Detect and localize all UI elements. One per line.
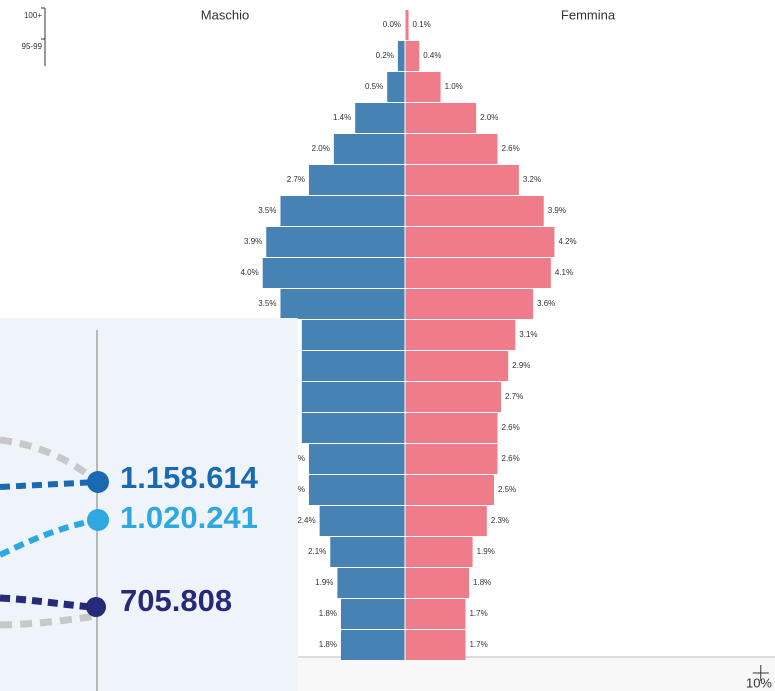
bar-label: 0.5% (365, 82, 383, 91)
bar (337, 568, 405, 598)
dot (87, 509, 109, 531)
bar (262, 258, 405, 288)
bar (387, 72, 405, 102)
bar (319, 506, 405, 536)
left-title: Maschio (201, 7, 249, 22)
bar-label: 2.7% (505, 392, 523, 401)
bar (405, 227, 555, 257)
dot (86, 597, 106, 617)
bar-label: 3.5% (258, 299, 276, 308)
bar (355, 103, 405, 133)
right-title: Femmina (561, 7, 616, 22)
bar (405, 41, 420, 71)
bar-label: 3.9% (548, 206, 566, 215)
overlay-bg (0, 318, 298, 691)
trend-line (0, 479, 99, 490)
bar (301, 320, 405, 350)
bar (405, 320, 516, 350)
bar-label: 2.4% (297, 516, 315, 525)
bar (405, 599, 466, 629)
bar-label: 4.0% (240, 268, 258, 277)
bar-label: 1.0% (445, 82, 463, 91)
bar (405, 630, 466, 660)
bar (405, 537, 473, 567)
bar (308, 475, 405, 505)
y-tick-label: 95-99 (22, 42, 43, 51)
bar (308, 165, 405, 195)
bar-label: 2.9% (512, 361, 530, 370)
bar (405, 351, 509, 381)
bar-label: 1.8% (319, 640, 337, 649)
footer-band (298, 658, 775, 691)
dot (87, 471, 109, 493)
bar-label: 0.4% (423, 51, 441, 60)
bar (340, 630, 405, 660)
bar (405, 382, 502, 412)
bar (330, 537, 405, 567)
bar (405, 475, 494, 505)
bar-label: 0.0% (383, 20, 401, 29)
bar (301, 413, 405, 443)
bar (308, 444, 405, 474)
bar-label: 1.7% (469, 609, 487, 618)
bar-label: 1.9% (315, 578, 333, 587)
bar (405, 568, 470, 598)
bar-label: 2.6% (502, 423, 520, 432)
bar-label: 4.1% (555, 268, 573, 277)
bar (405, 10, 409, 40)
bar-label: 3.9% (244, 237, 262, 246)
bar (405, 196, 544, 226)
bar (340, 599, 405, 629)
bar (397, 41, 405, 71)
bar (333, 134, 405, 164)
bar (405, 134, 498, 164)
bar (405, 444, 498, 474)
bar (405, 103, 477, 133)
value-label: 1.020.241 (120, 500, 258, 535)
bar-label: 3.2% (523, 175, 541, 184)
bar-label: 1.8% (319, 609, 337, 618)
bar (405, 258, 551, 288)
bar (405, 289, 534, 319)
bar-label: 2.3% (491, 516, 509, 525)
bar-label: 2.0% (312, 144, 330, 153)
y-tick-label: 100+ (24, 11, 42, 20)
bar-label: 2.6% (502, 454, 520, 463)
bar (405, 506, 487, 536)
bar-label: 4.2% (558, 237, 576, 246)
bar-label: 0.2% (376, 51, 394, 60)
bar (280, 196, 405, 226)
bar-label: 2.0% (480, 113, 498, 122)
bar (405, 72, 441, 102)
value-label: 1.158.614 (120, 460, 259, 495)
bar-label: 1.9% (477, 547, 495, 556)
value-label: 705.808 (120, 583, 232, 618)
bar-label: 1.7% (469, 640, 487, 649)
bar (405, 165, 519, 195)
bar-label: 1.4% (333, 113, 351, 122)
bar-label: 0.1% (413, 20, 431, 29)
bar-label: 1.8% (473, 578, 491, 587)
bar-label: 2.7% (287, 175, 305, 184)
bar (301, 382, 405, 412)
bar (280, 289, 405, 319)
bar-label: 3.1% (519, 330, 537, 339)
trend-line (0, 612, 97, 629)
bar-label: 2.5% (498, 485, 516, 494)
bar-label: 3.6% (537, 299, 555, 308)
bar (405, 413, 498, 443)
chart: Maschio Femmina 100+ 0.0% 0.1% 95-99 0.2% 0.4… (22, 7, 775, 691)
bar (301, 351, 405, 381)
bar-label: 3.5% (258, 206, 276, 215)
overlay-panel: 1.158.614 1.020.241 705.808 (0, 318, 298, 691)
x-tick-label: 10% (746, 675, 772, 690)
bar (266, 227, 405, 257)
bar-label: 2.6% (502, 144, 520, 153)
bar-label: 2.1% (308, 547, 326, 556)
